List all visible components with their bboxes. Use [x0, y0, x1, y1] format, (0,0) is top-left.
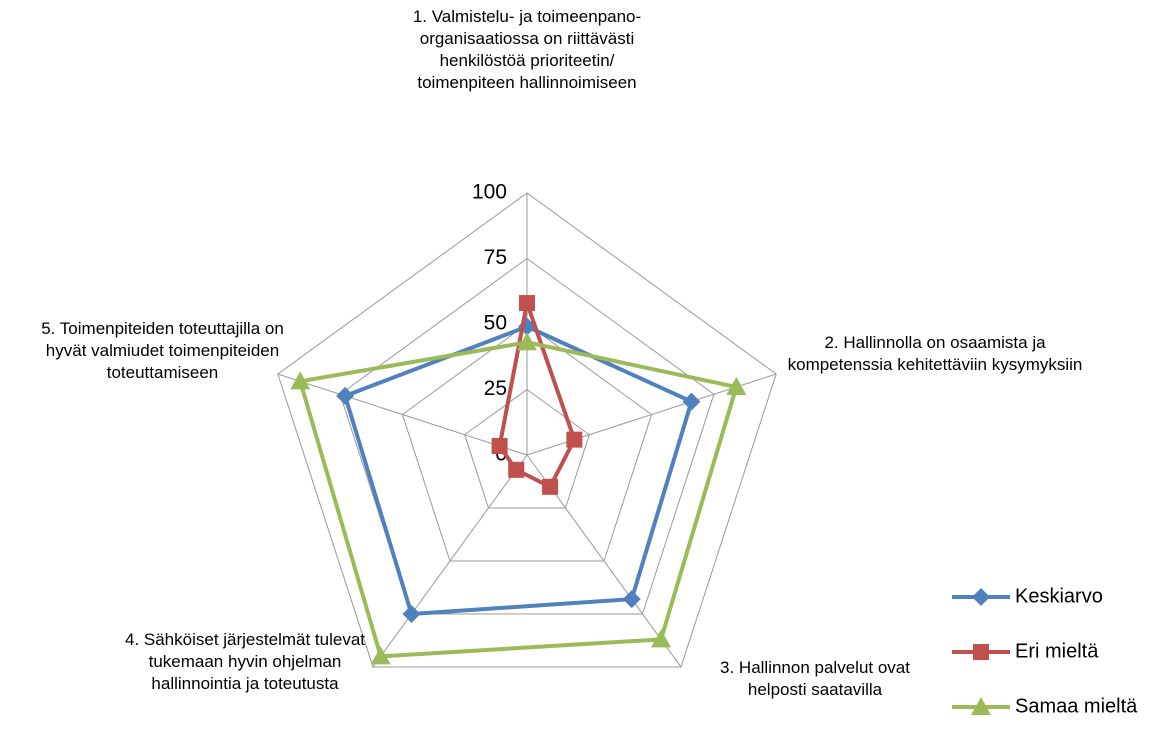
- series-line: [297, 340, 739, 659]
- series-line: [342, 324, 694, 617]
- marker: [542, 478, 559, 495]
- marker: [972, 588, 990, 606]
- marker: [491, 438, 508, 455]
- category-label: 3. Hallinnon palvelut ovat helposti saat…: [720, 658, 910, 699]
- marker: [622, 590, 641, 609]
- axis-line: [372, 454, 528, 668]
- legend-label: Keskiarvo: [1015, 585, 1103, 607]
- marker: [973, 644, 989, 660]
- marker: [971, 697, 991, 715]
- category-label: 1. Valmistelu- ja toimeenpano-organisaat…: [412, 7, 642, 92]
- category-label: 5. Toimenpiteiden toteuttajilla on hyvät…: [41, 319, 284, 382]
- marker: [508, 461, 525, 478]
- grid-ring: [339, 257, 715, 615]
- legend-label: Eri mieltä: [1015, 640, 1099, 662]
- marker: [517, 332, 537, 351]
- category-label: 2. Hallinnolla on osaamista ja kompetens…: [787, 333, 1083, 374]
- marker: [519, 295, 535, 312]
- category-label: 4. Sähköiset järjestelmät tulevat tukema…: [124, 630, 365, 693]
- series-line: [497, 295, 577, 490]
- marker: [566, 431, 583, 448]
- marker: [682, 392, 701, 411]
- marker: [370, 646, 391, 665]
- r-tick-label: 50: [484, 312, 507, 335]
- r-tick-label: 100: [472, 181, 507, 204]
- r-tick-label: 75: [484, 246, 507, 269]
- grid-ring: [277, 192, 777, 668]
- marker: [650, 629, 671, 648]
- legend-label: Samaa mieltä: [1015, 695, 1138, 717]
- marker: [290, 371, 311, 390]
- marker: [336, 386, 355, 405]
- marker: [726, 376, 747, 395]
- marker: [402, 604, 421, 623]
- grid-ring: [464, 388, 590, 509]
- grid-ring: [401, 323, 653, 562]
- r-tick-label: 25: [484, 377, 507, 400]
- axis-line: [277, 373, 528, 456]
